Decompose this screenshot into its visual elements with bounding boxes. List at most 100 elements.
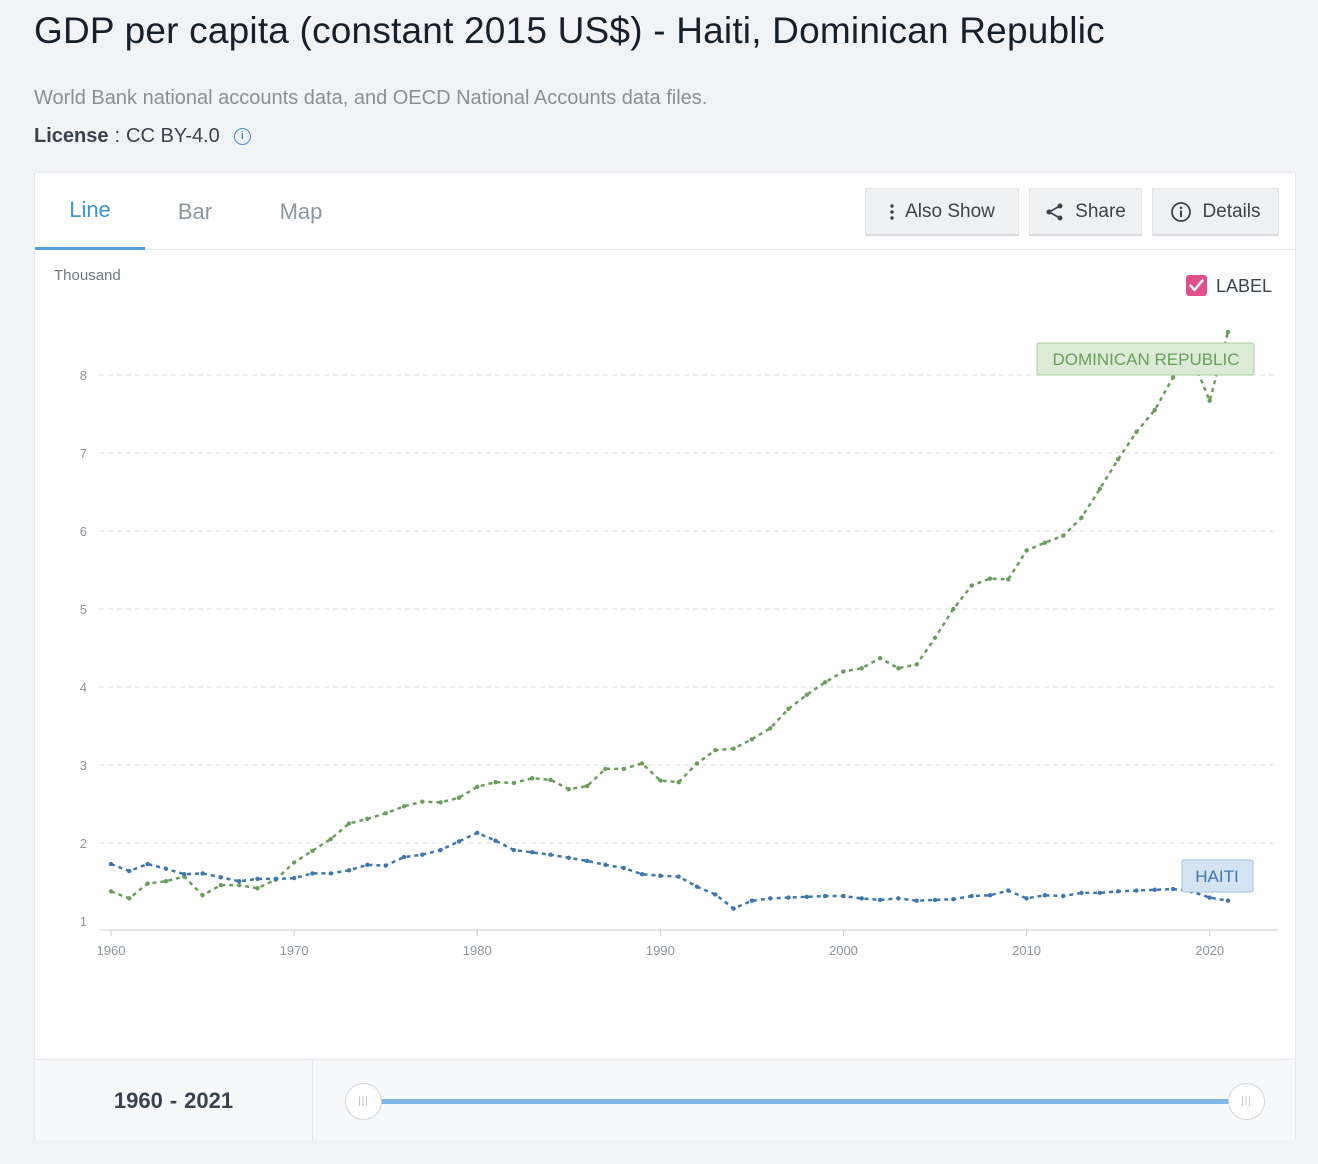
data-point [255,886,260,891]
data-point [1006,888,1011,893]
also-show-button[interactable]: Also Show [865,188,1019,236]
y-tick-label: 2 [80,836,87,851]
data-point [493,838,498,843]
label-toggle-text[interactable]: LABEL [1216,276,1272,296]
data-point [639,872,645,877]
range-handle-end[interactable]: ||| [1228,1083,1265,1120]
series-label-box-dominican-republic [1036,342,1255,376]
data-point [1207,895,1212,900]
data-point [804,692,810,697]
data-point [1042,893,1048,898]
data-point [420,799,425,804]
data-point [987,893,993,898]
data-point [804,894,810,900]
data-point [108,861,114,867]
x-tick-label: 1960 [97,943,126,958]
data-point [163,866,169,871]
y-tick-label: 3 [80,758,87,773]
data-point [328,836,333,842]
data-point [127,896,132,901]
y-tick-label: 5 [80,602,87,617]
data-point [108,889,114,894]
data-point [768,726,773,731]
tab-map[interactable]: Map [279,198,323,224]
range-separator: - [169,1087,178,1113]
data-point [236,879,242,884]
data-point [1097,890,1103,896]
share-button[interactable]: Share [1029,188,1142,236]
data-point [731,906,736,911]
data-point [1006,577,1011,582]
data-point [896,666,901,671]
data-point [914,662,919,667]
data-point [1170,886,1176,892]
data-point [401,804,407,809]
data-point [273,876,279,882]
data-point [529,776,535,781]
tab-line[interactable]: Line [35,173,145,250]
range-footer: 1960 - 2021 ||| ||| [35,1059,1295,1141]
data-point [420,852,425,857]
data-point [236,882,242,888]
data-point [218,875,224,880]
data-point [1115,457,1121,462]
data-point [822,680,828,685]
license-row: License : CC BY-4.0 i [34,125,251,148]
data-point [969,583,974,588]
data-point [511,780,517,786]
info-circle-icon [1170,201,1192,223]
data-point [548,777,553,783]
data-point [841,893,846,899]
tab-bar[interactable]: Bar [177,198,213,224]
data-point [987,576,993,581]
data-point [1060,533,1066,538]
y-tick-label: 8 [80,368,87,383]
details-button[interactable]: Details [1152,188,1279,236]
info-icon[interactable]: i [233,128,251,145]
x-tick-label: 2010 [1012,943,1041,958]
data-point [1079,515,1084,520]
also-show-label: Also Show [905,200,995,222]
data-point [676,779,681,785]
page-title: GDP per capita (constant 2015 US$) - Hai… [34,10,1105,51]
data-point [200,871,205,876]
data-point [603,862,608,868]
y-tick-label: 7 [80,446,87,461]
data-point [1042,540,1048,545]
data-point [859,896,864,901]
line-chart: Thousand 1 2 3 4 5 6 7 8 1960 1970 1980 1990 2000 2010… [54,267,1279,958]
data-point [200,893,205,898]
data-point [511,847,517,853]
data-point [841,669,846,674]
data-point [475,830,480,836]
range-end: 2021 [184,1087,234,1113]
range-slider-track[interactable] [363,1099,1243,1104]
data-point [896,896,901,901]
label-checkbox[interactable] [1186,275,1207,296]
data-point [1115,889,1121,894]
data-point [383,811,388,816]
data-point [877,897,883,903]
data-point [932,897,938,903]
data-point [310,871,315,876]
y-axis-label: Thousand [54,267,121,284]
details-label: Details [1202,200,1261,222]
data-point [694,884,700,889]
more-vertical-icon [889,203,895,221]
data-point [749,898,755,903]
license-value: CC BY-4.0 [126,125,220,147]
data-point [255,876,260,882]
data-point [566,855,571,861]
series-line-haiti [110,831,1229,910]
data-point [859,666,864,671]
data-point [1079,890,1084,896]
range-handle-start[interactable]: ||| [345,1083,382,1120]
x-tick-label: 2020 [1195,943,1224,958]
data-point [1225,329,1231,335]
series-label-box-haiti [1181,859,1254,893]
license-separator: : [114,125,121,147]
data-point [584,783,590,789]
data-point [713,892,718,897]
data-point [694,761,700,766]
data-point [566,786,571,792]
